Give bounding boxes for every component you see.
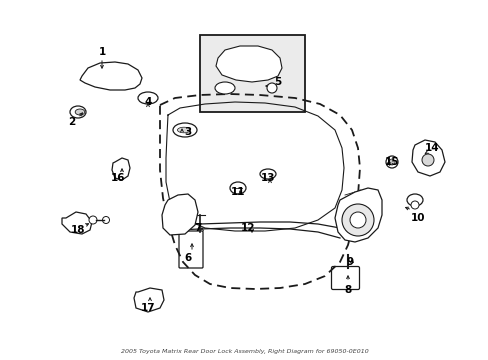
Polygon shape [80, 62, 142, 90]
Text: 1: 1 [98, 47, 105, 57]
Text: 4: 4 [144, 97, 151, 107]
Text: 2: 2 [68, 117, 76, 127]
Ellipse shape [75, 109, 84, 115]
Ellipse shape [138, 92, 158, 104]
Polygon shape [62, 212, 92, 234]
Text: 11: 11 [230, 187, 245, 197]
Text: 17: 17 [141, 303, 155, 313]
Ellipse shape [215, 82, 235, 94]
Text: 5: 5 [274, 77, 281, 87]
Text: 7: 7 [194, 223, 201, 233]
Text: 10: 10 [410, 213, 425, 223]
Text: 18: 18 [71, 225, 85, 235]
FancyBboxPatch shape [331, 266, 359, 289]
Text: 14: 14 [424, 143, 438, 153]
Text: 6: 6 [184, 253, 191, 263]
Circle shape [102, 216, 109, 224]
Text: 13: 13 [260, 173, 275, 183]
Text: 2005 Toyota Matrix Rear Door Lock Assembly, Right Diagram for 69050-0E010: 2005 Toyota Matrix Rear Door Lock Assemb… [121, 350, 367, 355]
Circle shape [349, 212, 365, 228]
Ellipse shape [229, 182, 245, 194]
Ellipse shape [70, 106, 86, 118]
Circle shape [89, 216, 97, 224]
Circle shape [410, 201, 418, 209]
Ellipse shape [173, 123, 197, 137]
Circle shape [385, 156, 397, 168]
Ellipse shape [260, 169, 275, 179]
Circle shape [388, 159, 394, 165]
Polygon shape [411, 140, 444, 176]
Polygon shape [162, 194, 198, 235]
Polygon shape [334, 188, 381, 242]
Text: 15: 15 [384, 157, 398, 167]
Text: 16: 16 [110, 173, 125, 183]
Circle shape [421, 154, 433, 166]
Ellipse shape [406, 194, 422, 206]
Text: 9: 9 [346, 257, 353, 267]
Text: 12: 12 [240, 223, 255, 233]
Circle shape [266, 83, 276, 93]
Polygon shape [134, 288, 163, 312]
FancyBboxPatch shape [179, 231, 203, 268]
Polygon shape [216, 46, 282, 82]
Circle shape [341, 204, 373, 236]
Text: 8: 8 [344, 285, 351, 295]
Bar [200, 35, 305, 112]
Polygon shape [112, 158, 130, 180]
Text: 3: 3 [184, 127, 191, 137]
Ellipse shape [177, 127, 190, 133]
